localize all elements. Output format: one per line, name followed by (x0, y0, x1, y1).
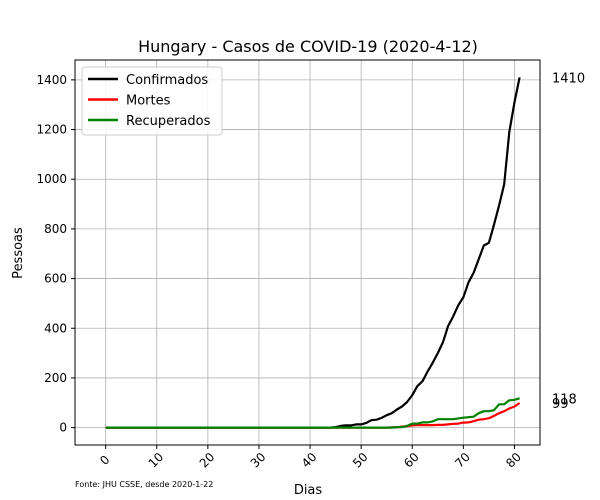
grid-lines (75, 60, 540, 445)
x-tick-label: 70 (452, 450, 473, 471)
x-tick-label: 0 (97, 453, 112, 468)
legend-label-confirmados: Confirmados (126, 73, 208, 88)
y-tick-label: 200 (44, 371, 67, 385)
end-label-recuperados: 118 (552, 392, 577, 407)
x-tick-label: 20 (197, 450, 218, 471)
y-tick-label: 0 (59, 421, 67, 435)
plot-frame (74, 59, 541, 446)
y-tick-label: 1000 (36, 172, 67, 186)
y-tick-label: 800 (44, 222, 67, 236)
series-line-recuperados (105, 397, 520, 429)
legend-label-recuperados: Recuperados (126, 114, 211, 129)
series-line-mortes (105, 402, 521, 429)
series-line-confirmados (105, 77, 521, 429)
y-tick-label: 1400 (36, 73, 67, 87)
x-tick-label: 30 (248, 450, 269, 471)
x-tick-label: 50 (350, 450, 371, 471)
y-tick-label: 400 (44, 321, 67, 335)
y-axis-ticks: 0 200 400 600 800 1000 1200 1400 (36, 73, 75, 435)
source-footnote: Fonte: JHU CSSE, desde 2020-1-22 (75, 480, 213, 489)
series-layer (105, 77, 521, 429)
legend-box (81, 66, 223, 136)
x-tick-label: 60 (401, 450, 422, 471)
end-label-confirmados: 1410 (552, 71, 585, 86)
x-tick-label: 40 (299, 450, 320, 471)
x-tick-label: 10 (146, 450, 167, 471)
y-tick-label: 1200 (36, 123, 67, 137)
x-tick-label: 80 (503, 450, 524, 471)
x-axis-ticks: 0 10 20 30 40 50 60 70 80 (97, 445, 524, 471)
legend-label-mortes: Mortes (126, 94, 171, 109)
chart-title: Hungary - Casos de COVID-19 (2020-4-12) (138, 37, 478, 56)
x-axis-label: Dias (294, 483, 323, 498)
end-label-mortes: 99 (552, 397, 569, 412)
legend: Confirmados Mortes Recuperados (81, 66, 223, 136)
y-axis-label: Pessoas (11, 227, 26, 279)
y-tick-label: 600 (44, 272, 67, 286)
